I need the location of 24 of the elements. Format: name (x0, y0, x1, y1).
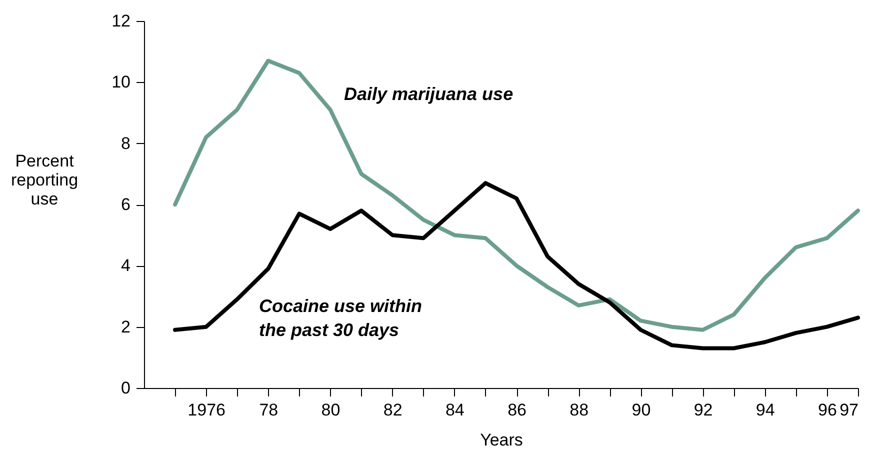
x-tick-label: 92 (694, 400, 713, 420)
y-tick-label: 0 (121, 378, 130, 398)
y-tick-label: 2 (121, 317, 130, 336)
annotation: Daily marijuana use (344, 84, 514, 104)
line-series (173, 181, 860, 350)
y-axis-title: Percent reporting use (10, 152, 78, 208)
x-tick-label: 97 (840, 400, 858, 420)
x-tick-label: 88 (570, 400, 589, 420)
x-tick-label: 90 (632, 400, 651, 420)
x-axis-title: Years (480, 430, 523, 450)
annotation: Cocaine use within the past 30 days (259, 296, 422, 340)
x-tick-label: 82 (383, 400, 402, 420)
x-tick-label: 84 (445, 400, 464, 420)
y-tick-label: 4 (121, 256, 130, 276)
x-tick-label: 94 (756, 400, 775, 420)
y-tick-label: 10 (112, 72, 130, 92)
y-tick-label: 8 (121, 134, 130, 153)
x-tick-label: 1976 (188, 400, 226, 420)
y-tick-label: 6 (121, 195, 130, 214)
x-tick-label: 78 (259, 400, 278, 420)
x-tick-label: 86 (508, 400, 526, 420)
x-tick-label: 80 (321, 400, 340, 420)
x-tick-label: 96 (818, 400, 837, 420)
y-tick-label: 12 (112, 12, 130, 30)
